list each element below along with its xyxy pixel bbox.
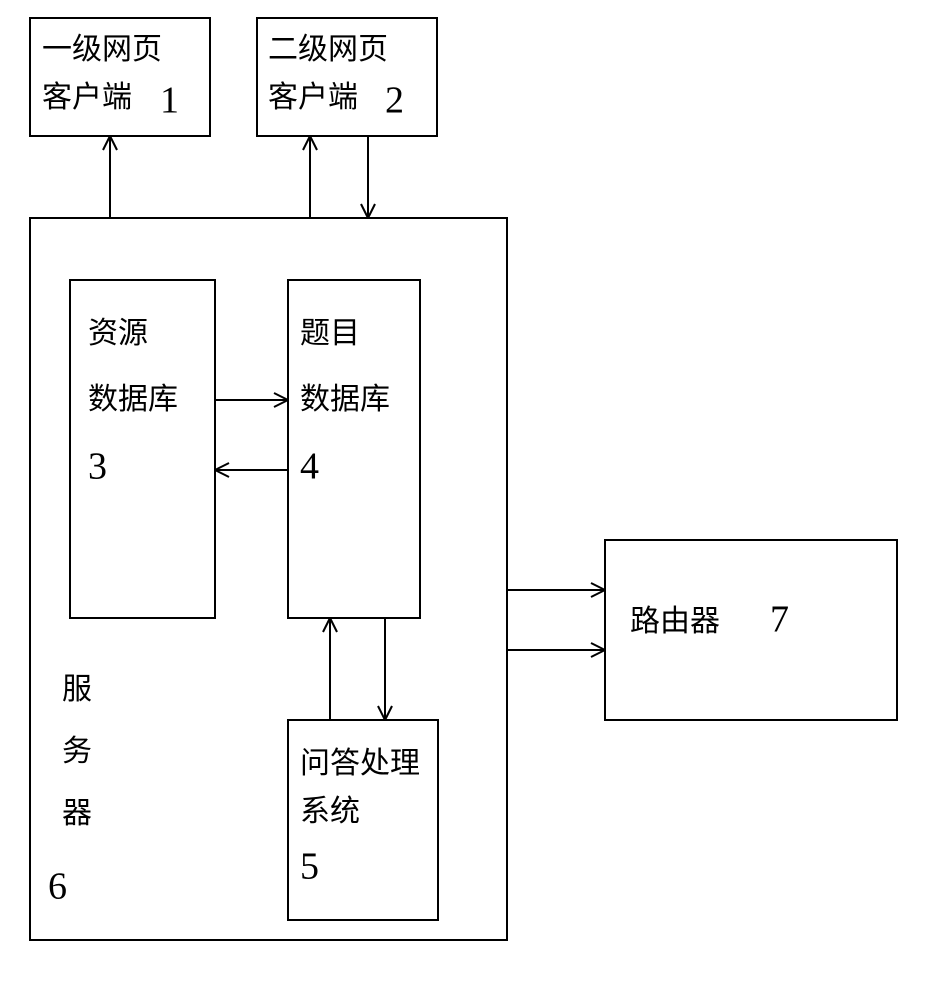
qa-system-label2: 系统 <box>300 795 360 828</box>
router-id: 7 <box>770 598 789 640</box>
question-db-id: 4 <box>300 445 319 487</box>
resource-db-id: 3 <box>88 445 107 487</box>
diagram-bg <box>0 0 950 1000</box>
server-id: 6 <box>48 865 67 907</box>
router-label: 路由器 <box>630 605 720 638</box>
question-db-label2: 数据库 <box>300 383 390 416</box>
server-label-c1: 服 <box>62 673 92 706</box>
system-diagram: 一级网页客户端 1 二级网页客户端 2 资源数据库 3 题目数据库 4 问答处理系统 5 服务器 6 路… <box>0 0 950 1000</box>
client1-label1: 一级网页 <box>42 33 162 66</box>
client1-id: 1 <box>160 79 179 121</box>
qa-system-label1: 问答处理 <box>300 747 420 780</box>
client2-label1: 二级网页 <box>268 33 388 66</box>
qa-system-id: 5 <box>300 845 319 887</box>
server-label-c3: 器 <box>62 797 92 830</box>
resource-db-label2: 数据库 <box>88 383 178 416</box>
client1-label2: 客户端 <box>42 81 132 114</box>
client2-label2: 客户端 <box>268 81 358 114</box>
question-db-label1: 题目 <box>300 317 360 350</box>
server-label-c2: 务 <box>62 735 92 768</box>
client2-id: 2 <box>385 79 404 121</box>
resource-db-label1: 资源 <box>88 317 148 350</box>
